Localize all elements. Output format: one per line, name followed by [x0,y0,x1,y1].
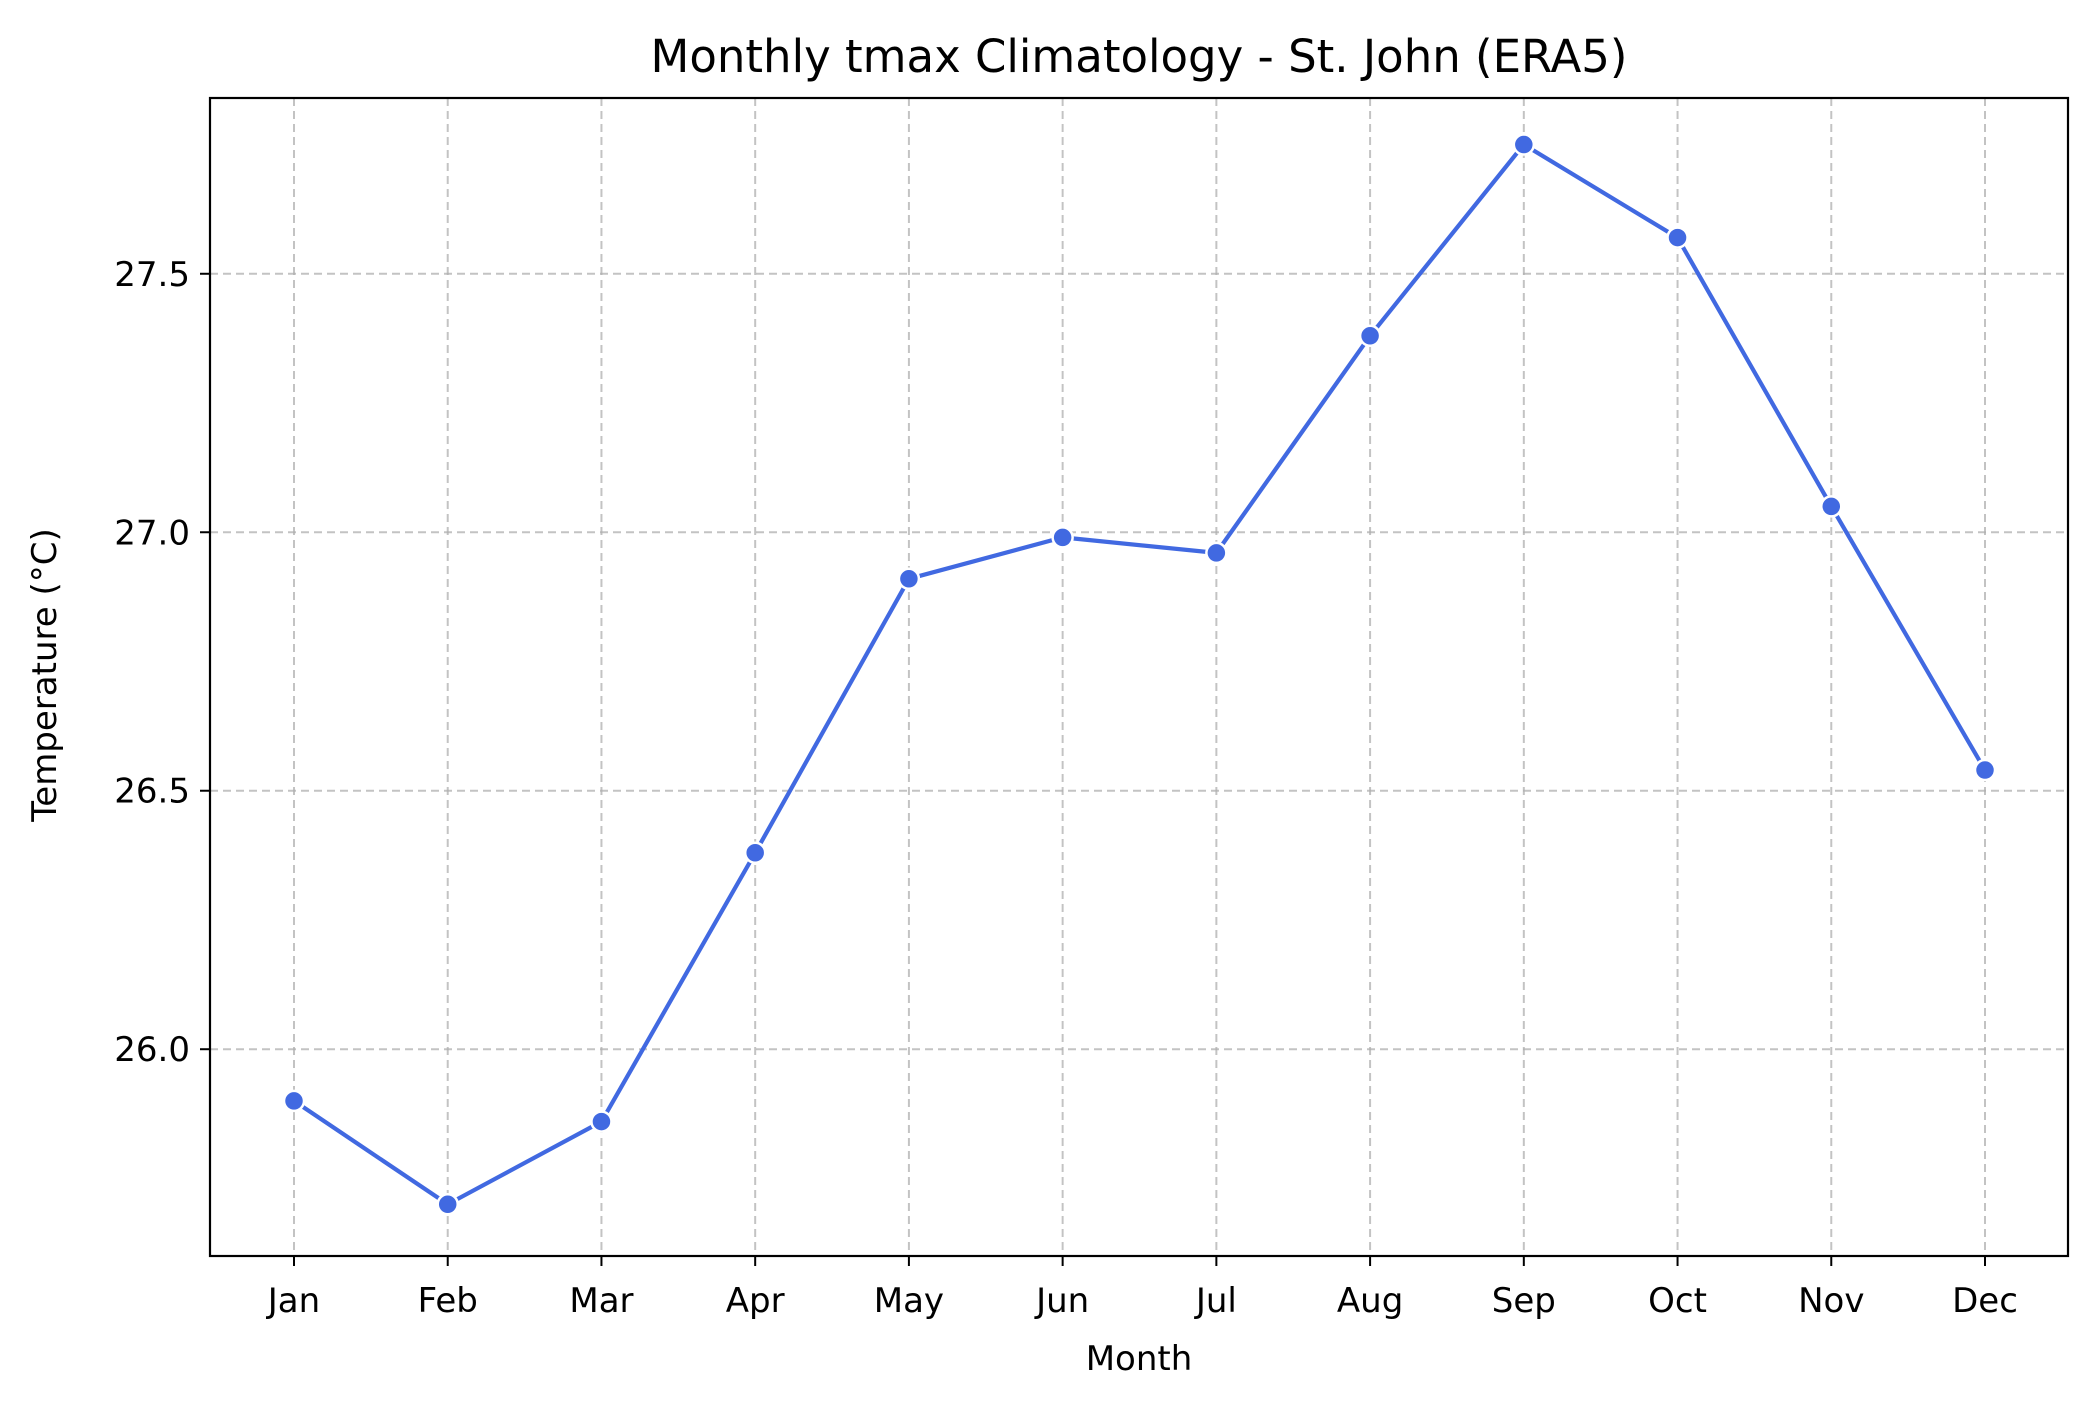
x-tick-label: Sep [1492,1281,1556,1321]
x-axis: Jan Feb Mar Apr May Jun Jul Aug Sep Oct Nov Dec [266,1256,2018,1321]
data-point-dec [1973,758,1997,782]
grid-lines [210,98,2068,1256]
x-tick-label: Oct [1648,1281,1707,1321]
data-point-sep [1512,133,1536,156]
data-point-aug [1358,324,1382,348]
y-tick-label: 26.5 [114,772,190,812]
x-tick-label: Jul [1194,1281,1237,1321]
data-point-jul [1205,541,1228,565]
x-tick-label: Feb [418,1281,478,1321]
y-axis: 26.0 26.5 27.0 27.5 [114,255,210,1070]
y-tick-label: 27.0 [114,513,190,553]
x-tick-label: Nov [1798,1281,1864,1321]
data-point-mar [590,1110,613,1133]
data-point-apr [743,841,767,865]
series-group [282,133,1997,1216]
x-tick-label: Apr [726,1281,785,1321]
x-tick-label: Jun [1034,1281,1089,1321]
x-tick-label: Mar [569,1281,633,1321]
x-tick-label: Jan [266,1281,320,1321]
x-tick-label: Aug [1337,1281,1403,1321]
plot-frame [208,96,2070,1258]
series-line [291,142,1988,1207]
data-point-feb [436,1193,459,1216]
y-tick-label: 26.0 [114,1030,190,1070]
x-tick-label: May [874,1281,944,1321]
data-point-jun [1051,526,1074,549]
data-point-nov [1820,495,1843,518]
x-tick-label: Dec [1952,1281,2018,1321]
y-axis-label: Temperature (°C) [25,528,65,822]
data-point-may [897,567,921,591]
data-point-jan [282,1089,306,1113]
y-tick-label: 27.5 [114,255,190,295]
data-point-oct [1666,226,1689,249]
x-axis-label: Month [1086,1339,1193,1379]
chart-title: Monthly tmax Climatology - St. John (ERA… [651,30,1628,83]
